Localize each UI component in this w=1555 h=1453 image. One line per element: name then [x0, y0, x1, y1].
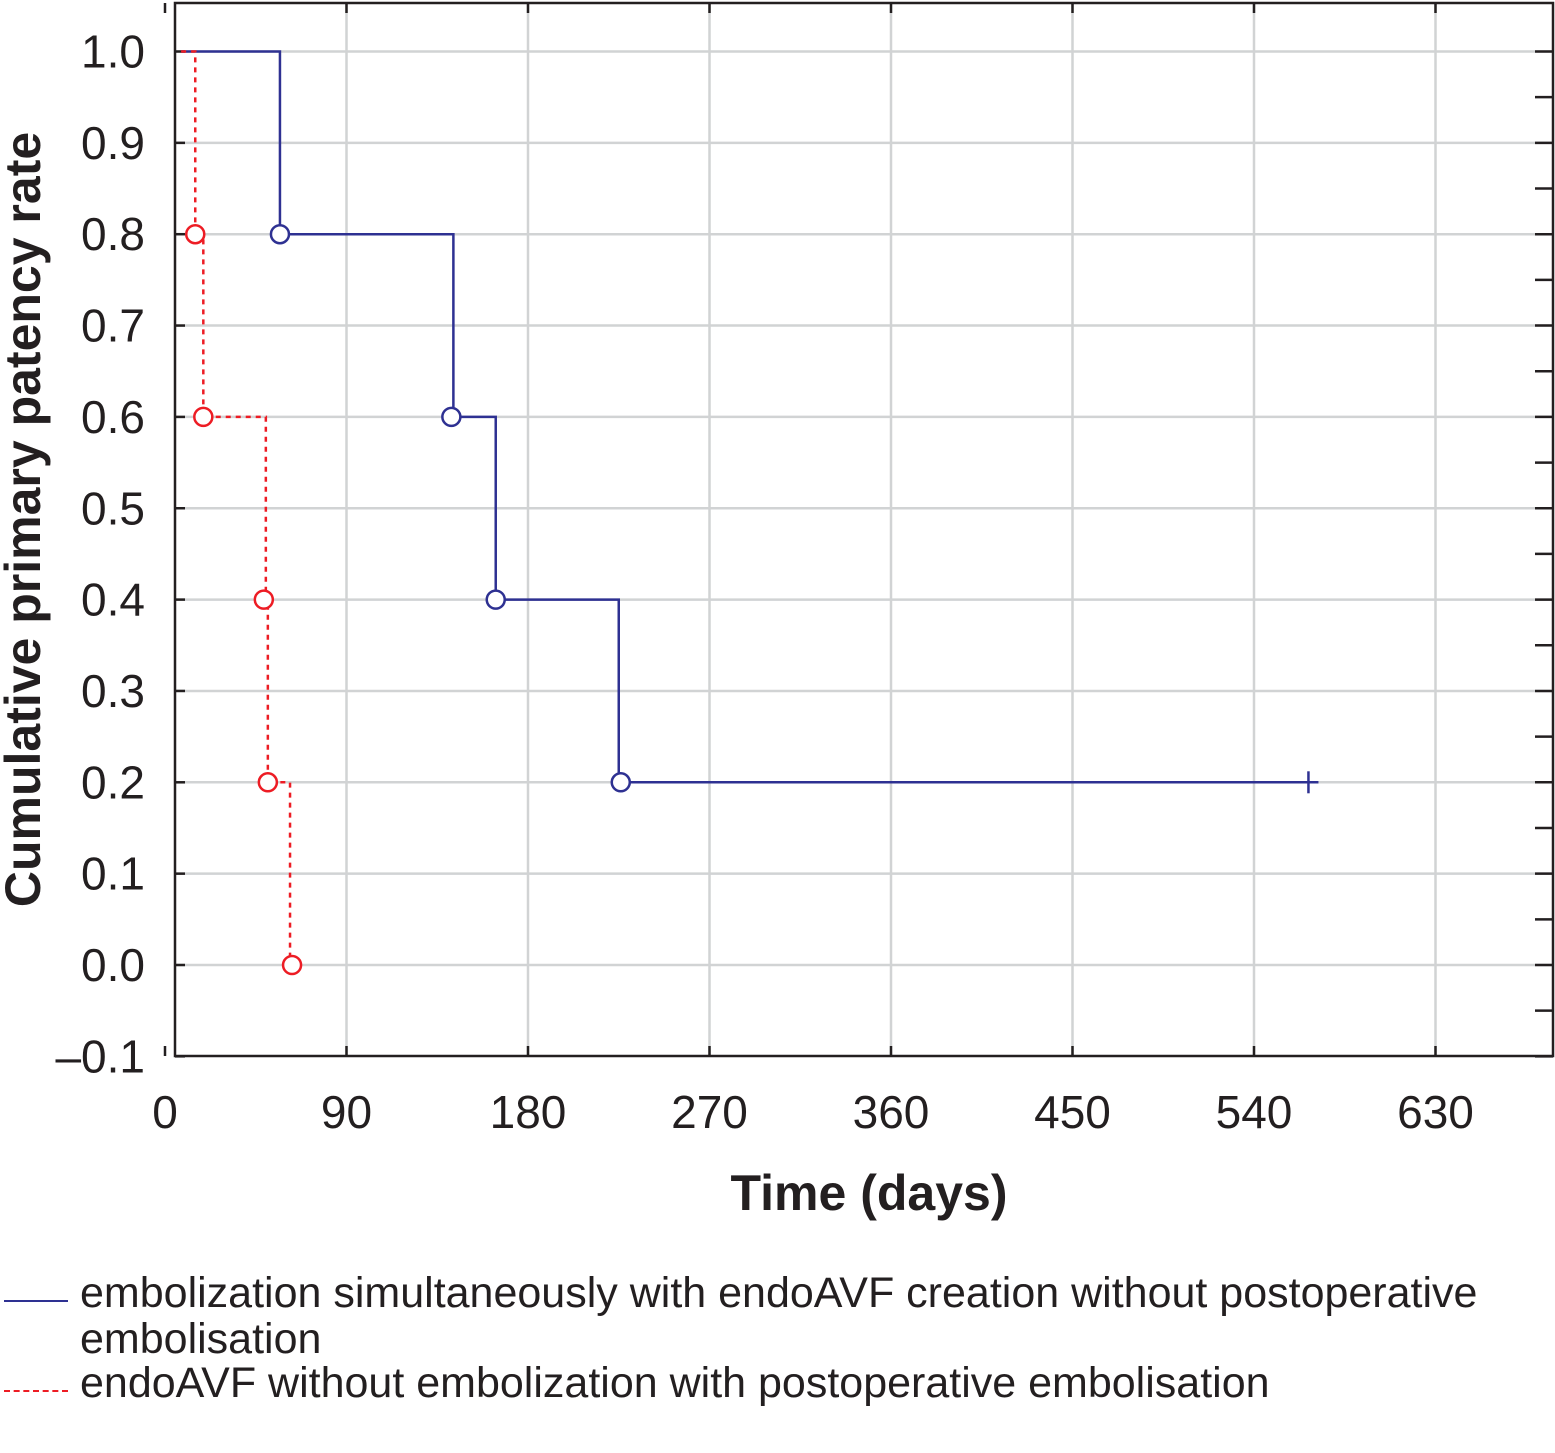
kaplan-meier-chart: 0 90 180 270 360 450 540 630 –0.1 0.0 0.1 0.2 0.3 0.… [0, 1, 1555, 1221]
y-tick-label: 0.9 [81, 117, 145, 169]
event-marker [441, 406, 462, 428]
x-tick-label: 630 [1397, 1086, 1474, 1138]
y-tick-label: 0.0 [81, 939, 145, 991]
y-tick-label: 0.3 [81, 665, 145, 717]
y-tick-label: –0.1 [55, 1030, 145, 1082]
legend-item-red: endoAVF without embolization with postop… [0, 1360, 1555, 1416]
legend-label: embolization simultaneously with endoAVF… [80, 1269, 1478, 1363]
event-marker [253, 589, 275, 610]
grid-lines [175, 3, 1553, 1056]
y-tick-label: 0.8 [81, 208, 145, 260]
event-marker [281, 954, 303, 976]
y-tick-label: 0.1 [81, 848, 145, 900]
x-tick-label: 360 [853, 1086, 930, 1138]
axis-ticks [163, 3, 1553, 1058]
legend-swatch-dashed [4, 1390, 68, 1392]
series-curves [181, 50, 1319, 976]
legend-label: endoAVF without embolization with postop… [80, 1359, 1270, 1407]
event-marker [193, 406, 214, 428]
series-line-0 [181, 50, 1309, 784]
y-tick-label: 0.2 [81, 756, 145, 808]
event-marker [485, 589, 506, 610]
y-tick-label: 0.7 [81, 300, 145, 352]
y-axis-title: Cumulative primary patency rate [0, 132, 51, 907]
y-tick-label: 0.6 [81, 391, 145, 443]
x-tick-label: 180 [490, 1086, 567, 1138]
x-tick-label: 450 [1034, 1086, 1111, 1138]
plot-frame [173, 1, 1555, 1058]
event-marker [610, 772, 632, 793]
x-tick-label: 0 [152, 1086, 178, 1138]
y-tick-label: 1.0 [81, 26, 145, 78]
y-tick-label: 0.4 [81, 574, 145, 626]
x-tick-labels: 0 90 180 270 360 450 540 630 [152, 1086, 1474, 1138]
legend-item-blue: embolization simultaneously with endoAVF… [0, 1269, 1555, 1363]
x-tick-label: 540 [1216, 1086, 1293, 1138]
legend: embolization simultaneously with endoAVF… [0, 1270, 1555, 1416]
x-axis-title: Time (days) [731, 1165, 1008, 1221]
x-tick-label: 270 [671, 1086, 748, 1138]
y-tick-label: 0.5 [81, 482, 145, 534]
event-marker [257, 772, 279, 793]
y-tick-labels: –0.1 0.0 0.1 0.2 0.3 0.4 0.5 0.6 0.7 0.8 0.9 1.0 [55, 26, 145, 1083]
x-tick-label: 90 [321, 1086, 372, 1138]
event-marker [185, 223, 206, 245]
event-marker [269, 223, 291, 245]
legend-swatch-solid [4, 1300, 68, 1302]
